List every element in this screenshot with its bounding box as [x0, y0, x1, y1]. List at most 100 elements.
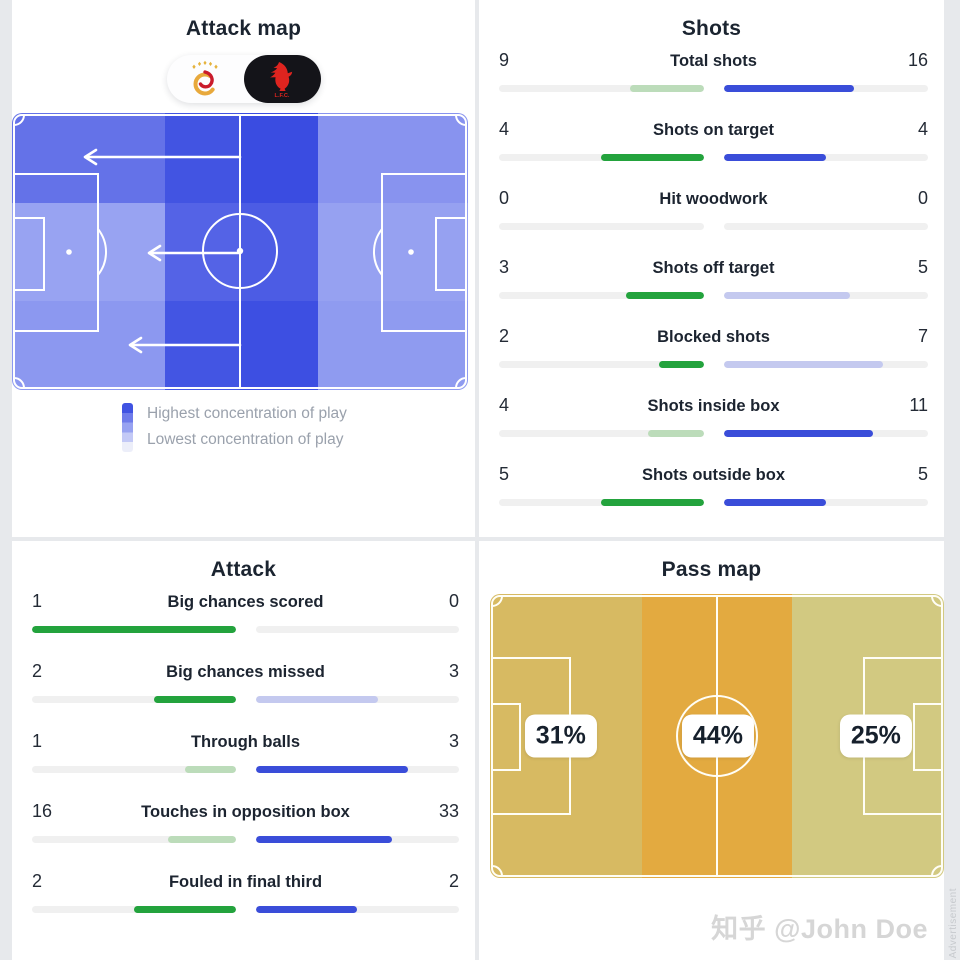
home-bar	[499, 223, 704, 230]
pass-zone-percentage-3: 25%	[839, 714, 912, 758]
away-team-toggle-liverpool[interactable]: L.F.C.	[243, 55, 321, 103]
stat-label: Big chances missed	[166, 663, 325, 681]
stat-label: Touches in opposition box	[141, 803, 350, 821]
away-bar	[255, 696, 459, 703]
stat-row-header: 3 Shots off target 5	[499, 257, 928, 283]
home-value: 16	[32, 801, 53, 821]
away-bar-fill	[255, 766, 409, 773]
home-value: 1	[32, 731, 43, 751]
pass-map-title: Pass map	[661, 558, 762, 581]
shots-panel: Shots 9 Total shots 16 4 Shots on target 4 0 Hi…	[479, 0, 944, 537]
home-bar	[499, 499, 704, 506]
home-bar-fill	[629, 85, 704, 92]
home-value: 3	[499, 257, 510, 277]
away-bar	[723, 292, 928, 299]
stat-bars	[32, 626, 459, 633]
pass-map-pitch: 31% 44% 25%	[490, 594, 944, 878]
away-bar-fill	[255, 836, 392, 843]
home-bar	[32, 626, 236, 633]
away-value: 4	[917, 119, 928, 139]
attack-direction-arrows	[83, 148, 242, 354]
stat-row-header: 2 Fouled in final third 2	[32, 871, 459, 897]
stat-row: 4 Shots inside box 11	[499, 395, 928, 464]
stat-row: 3 Shots off target 5	[499, 257, 928, 326]
pitch-lines	[13, 114, 467, 389]
stat-label: Fouled in final third	[168, 873, 323, 891]
attack-stats-panel: Attack 1 Big chances scored 0 2 Big chances …	[12, 541, 475, 960]
home-bar	[499, 361, 704, 368]
home-team-toggle-galatasaray[interactable]	[167, 55, 244, 103]
stat-label: Shots outside box	[641, 466, 785, 484]
away-bar-fill	[723, 154, 826, 161]
attack-title: Attack	[210, 558, 277, 581]
home-value: 2	[32, 871, 43, 891]
away-bar	[723, 85, 928, 92]
stat-label: Shots off target	[652, 259, 775, 277]
home-bar	[32, 696, 236, 703]
home-bar	[499, 85, 704, 92]
shots-title: Shots	[681, 17, 742, 40]
away-bar	[723, 499, 928, 506]
pass-zone-percentage-2: 44%	[681, 714, 754, 758]
stat-bars	[499, 361, 928, 368]
home-bar	[32, 836, 236, 843]
home-value: 1	[32, 591, 43, 611]
side-vertical-label: Advertisement	[948, 887, 959, 958]
away-value: 0	[448, 591, 459, 611]
home-value: 9	[499, 50, 510, 70]
heat-cell-r3c4	[317, 301, 468, 390]
home-bar	[499, 430, 704, 437]
away-bar	[723, 430, 928, 437]
home-bar	[499, 292, 704, 299]
away-bar	[255, 906, 459, 913]
stat-bars	[32, 696, 459, 703]
home-value: 2	[32, 661, 43, 681]
stat-bars	[499, 430, 928, 437]
galatasaray-logo-icon	[192, 60, 218, 96]
home-bar-fill	[601, 154, 704, 161]
heat-cell-r2c4	[317, 203, 468, 302]
heat-cell-r1c3	[239, 113, 318, 204]
away-bar-fill	[723, 499, 826, 506]
away-value: 33	[438, 801, 459, 821]
attack-map-title: Attack map	[185, 17, 302, 40]
stat-label: Big chances scored	[167, 593, 324, 611]
legend-lowest-label: Lowest concentration of play	[147, 431, 344, 448]
stat-row-header: 4 Shots on target 4	[499, 119, 928, 145]
attack-map-panel: Attack map L.F.C.	[12, 0, 475, 537]
home-bar-fill	[133, 906, 236, 913]
pass-zone-percentage-1: 31%	[524, 714, 597, 758]
stat-bars	[32, 766, 459, 773]
away-bar-fill	[723, 430, 873, 437]
stat-label: Hit woodwork	[659, 190, 768, 208]
stat-row-header: 0 Hit woodwork 0	[499, 188, 928, 214]
home-value: 4	[499, 119, 510, 139]
stat-row-header: 9 Total shots 16	[499, 50, 928, 76]
stat-row-header: 4 Shots inside box 11	[499, 395, 928, 421]
home-bar-fill	[154, 696, 236, 703]
away-value: 0	[917, 188, 928, 208]
stat-row: 0 Hit woodwork 0	[499, 188, 928, 257]
stat-row-header: 1 Through balls 3	[32, 731, 459, 757]
team-toggle: L.F.C.	[166, 55, 321, 103]
stat-row: 4 Shots on target 4	[499, 119, 928, 188]
away-bar	[723, 154, 928, 161]
away-value: 7	[917, 326, 928, 346]
away-bar	[723, 361, 928, 368]
home-bar	[32, 906, 236, 913]
away-value: 11	[909, 395, 928, 415]
away-bar-fill	[723, 85, 855, 92]
stat-bars	[499, 223, 928, 230]
pass-map-panel: Pass map 31% 44% 25% 知	[479, 541, 944, 960]
home-bar-fill	[658, 361, 704, 368]
home-bar	[32, 766, 236, 773]
away-bar-fill	[255, 696, 378, 703]
stat-label: Total shots	[670, 52, 757, 70]
svg-text:L.F.C.: L.F.C.	[275, 93, 290, 98]
home-value: 5	[499, 464, 510, 484]
stat-row-header: 5 Shots outside box 5	[499, 464, 928, 490]
away-value: 5	[917, 464, 928, 484]
home-bar	[499, 154, 704, 161]
home-bar-fill	[601, 499, 704, 506]
